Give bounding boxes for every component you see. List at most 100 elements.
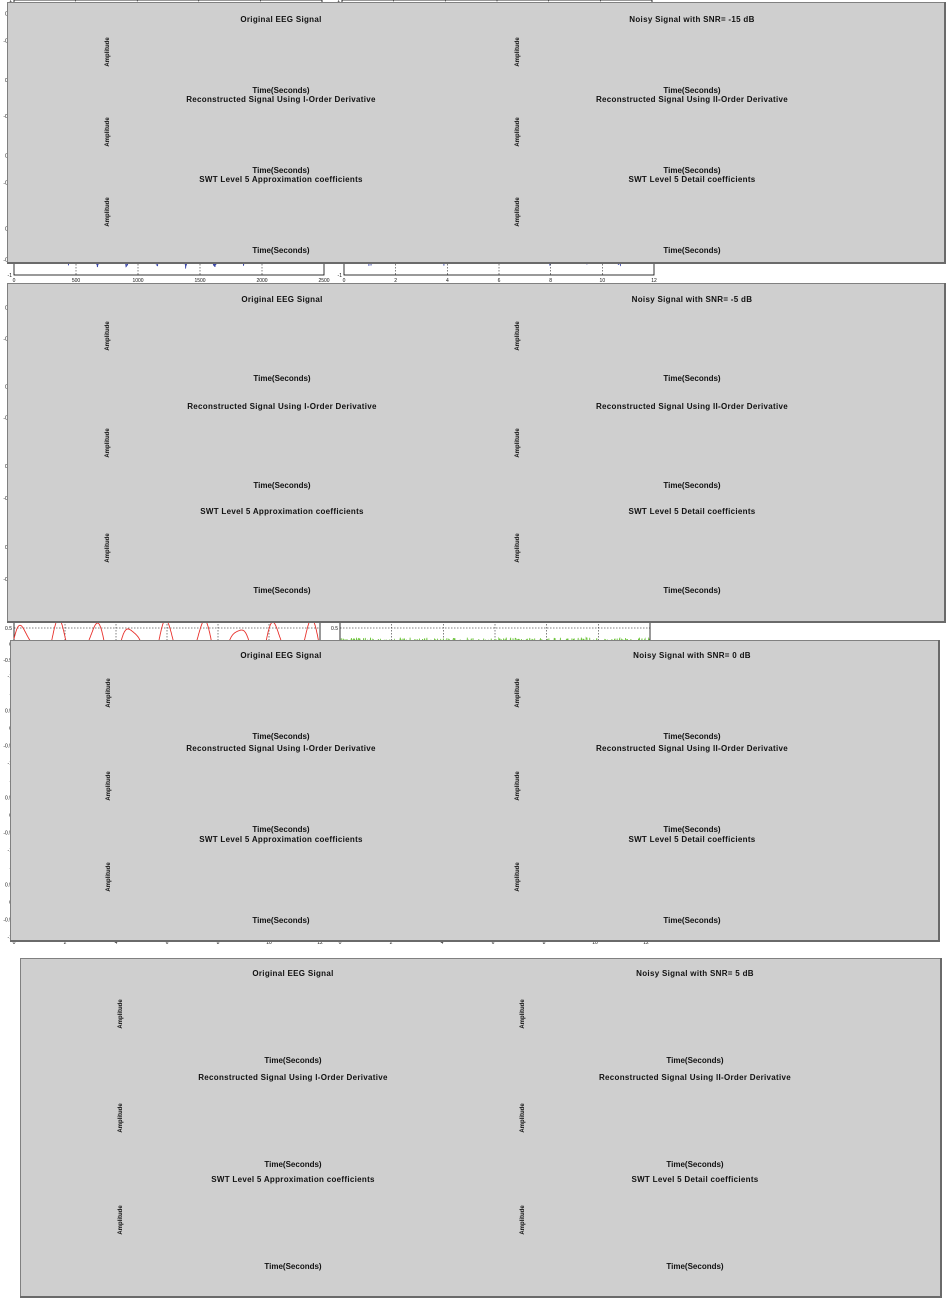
y-tick-label: -0.5 <box>3 658 12 664</box>
y-axis-label: Amplitude <box>105 321 111 351</box>
subplot-title: Reconstructed Signal Using I-Order Deriv… <box>186 95 376 104</box>
x-axis-label: Time(Seconds) <box>663 481 721 490</box>
x-axis-label: Time(Seconds) <box>663 916 721 925</box>
subplot-title: Noisy Signal with SNR= 0 dB <box>633 651 751 660</box>
y-tick-label: 0.5 <box>331 626 338 632</box>
y-tick-label: -1 <box>8 848 13 854</box>
subplot-title: SWT Level 5 Detail coefficients <box>631 1175 759 1184</box>
x-tick-label: 8 <box>543 940 546 946</box>
y-axis-label: Amplitude <box>105 428 111 458</box>
subplot-title: SWT Level 5 Approximation coefficients <box>200 507 364 516</box>
x-axis-label: Time(Seconds) <box>663 732 721 741</box>
x-tick-label: 2500 <box>318 278 329 284</box>
x-tick-label: 6 <box>166 940 169 946</box>
figure-panel-1 <box>7 2 946 264</box>
x-tick-label: 2 <box>390 940 393 946</box>
x-tick-label: 2000 <box>256 278 267 284</box>
subplot-title: Reconstructed Signal Using I-Order Deriv… <box>187 402 377 411</box>
x-axis-label: Time(Seconds) <box>253 481 311 490</box>
y-tick-label: 0.5 <box>5 626 12 632</box>
x-tick-label: 0 <box>343 278 346 284</box>
subplot-title: Reconstructed Signal Using I-Order Deriv… <box>198 1073 388 1082</box>
x-axis-label: Time(Seconds) <box>666 1160 724 1169</box>
y-axis-label: Amplitude <box>106 862 112 892</box>
figure-panel-4 <box>20 958 942 1298</box>
subplot-title: Reconstructed Signal Using II-Order Deri… <box>595 744 789 753</box>
y-tick-label: 1 <box>337 0 340 4</box>
x-axis-label: Time(Seconds) <box>252 825 310 834</box>
x-tick-label: 8 <box>549 278 552 284</box>
subplot-title: SWT Level 5 Detail coefficients <box>628 507 756 516</box>
subplot-title: Original EEG Signal <box>240 651 322 660</box>
subplot-title: Reconstructed Signal Using II-Order Deri… <box>598 1073 792 1082</box>
y-tick-label: 1 <box>9 0 12 4</box>
y-axis-label: Amplitude <box>105 197 111 227</box>
y-axis-label: Amplitude <box>105 37 111 67</box>
x-axis-label: Time(Seconds) <box>663 166 721 175</box>
x-tick-label: 8 <box>217 940 220 946</box>
y-axis-label: Amplitude <box>515 428 521 458</box>
y-axis-label: Amplitude <box>515 533 521 563</box>
y-axis-label: Amplitude <box>118 999 124 1029</box>
x-axis-label: Time(Seconds) <box>666 1056 724 1065</box>
x-axis-label: Time(Seconds) <box>252 166 310 175</box>
y-axis-label: Amplitude <box>106 678 112 708</box>
x-axis-label: Time(Seconds) <box>663 586 721 595</box>
x-axis-label: Time(Seconds) <box>252 246 310 255</box>
y-tick-label: -0.5 <box>3 830 12 836</box>
subplot-title: Reconstructed Signal Using II-Order Deri… <box>595 402 789 411</box>
x-tick-label: 0 <box>339 940 342 946</box>
x-tick-label: 10 <box>600 278 606 284</box>
figure-root: Original EEG Signal Amplitude Time(Seconds… <box>3 0 946 1298</box>
x-tick-label: 1000 <box>132 278 143 284</box>
y-axis-label: Amplitude <box>515 678 521 708</box>
x-axis-label: Time(Seconds) <box>663 374 721 383</box>
y-axis-label: Amplitude <box>515 862 521 892</box>
x-tick-label: 4 <box>446 278 449 284</box>
x-axis-label: Time(Seconds) <box>252 732 310 741</box>
y-tick-label: -0.5 <box>3 743 12 749</box>
x-tick-label: 10 <box>592 940 598 946</box>
y-axis-label: Amplitude <box>118 1205 124 1235</box>
y-tick-label: 0.5 <box>5 795 12 801</box>
y-tick-label: -1 <box>8 273 13 279</box>
x-axis-label: Time(Seconds) <box>264 1262 322 1271</box>
subplot-title: Noisy Signal with SNR= 5 dB <box>636 969 754 978</box>
x-tick-label: 500 <box>72 278 81 284</box>
y-axis-label: Amplitude <box>515 117 521 147</box>
subplot-title: SWT Level 5 Approximation coefficients <box>199 175 363 184</box>
subplot-title: Noisy Signal with SNR= -5 dB <box>631 295 753 304</box>
subplot-title: SWT Level 5 Approximation coefficients <box>199 835 363 844</box>
y-axis-label: Amplitude <box>106 771 112 801</box>
y-tick-label: 0.5 <box>5 882 12 888</box>
subplot-title: SWT Level 5 Approximation coefficients <box>211 1175 375 1184</box>
x-tick-label: 6 <box>498 278 501 284</box>
x-tick-label: 2 <box>394 278 397 284</box>
y-tick-label: -0.5 <box>3 917 12 923</box>
x-tick-label: 12 <box>317 940 323 946</box>
x-tick-label: 12 <box>651 278 657 284</box>
x-axis-label: Time(Seconds) <box>264 1056 322 1065</box>
y-axis-label: Amplitude <box>105 117 111 147</box>
x-tick-label: 4 <box>115 940 118 946</box>
x-tick-label: 4 <box>441 940 444 946</box>
x-tick-label: 12 <box>643 940 649 946</box>
y-axis-label: Amplitude <box>515 771 521 801</box>
x-tick-label: 10 <box>266 940 272 946</box>
x-axis-label: Time(Seconds) <box>252 86 310 95</box>
y-axis-label: Amplitude <box>515 37 521 67</box>
subplot-title: Original EEG Signal <box>240 15 322 24</box>
x-axis-label: Time(Seconds) <box>252 916 310 925</box>
x-axis-label: Time(Seconds) <box>253 374 311 383</box>
y-axis-label: Amplitude <box>515 197 521 227</box>
subplot-title: SWT Level 5 Detail coefficients <box>628 175 756 184</box>
x-axis-label: Time(Seconds) <box>253 586 311 595</box>
y-axis-label: Amplitude <box>105 533 111 563</box>
x-tick-label: 0 <box>13 278 16 284</box>
y-axis-label: Amplitude <box>520 1205 526 1235</box>
figure-panel-3 <box>10 640 940 942</box>
x-tick-label: 1500 <box>194 278 205 284</box>
y-axis-label: Amplitude <box>515 321 521 351</box>
subplot-title: Reconstructed Signal Using II-Order Deri… <box>595 95 789 104</box>
x-axis-label: Time(Seconds) <box>666 1262 724 1271</box>
